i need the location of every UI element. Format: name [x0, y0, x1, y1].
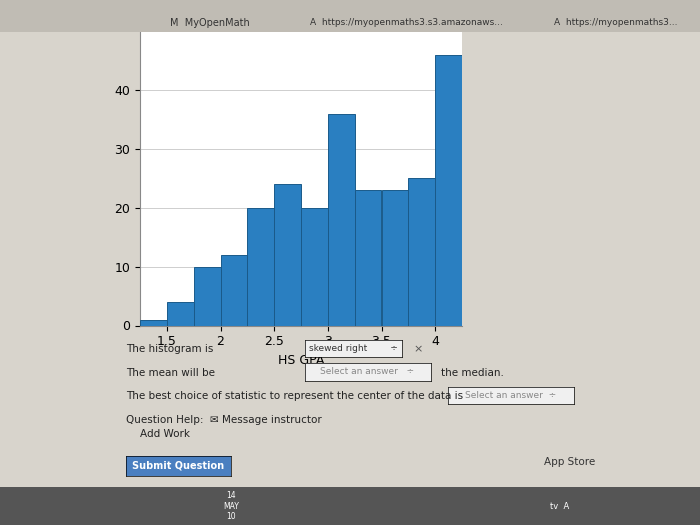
Bar [328, 114, 355, 326]
Bar [247, 208, 274, 326]
Text: tv  A: tv A [550, 501, 570, 511]
Text: A  https://myopenmaths3...: A https://myopenmaths3... [554, 18, 678, 27]
Bar [301, 208, 328, 326]
Text: Select an answer  ÷: Select an answer ÷ [466, 391, 556, 400]
Bar [194, 267, 220, 326]
Bar [167, 302, 194, 326]
Text: The histogram is: The histogram is [126, 344, 214, 354]
X-axis label: HS GPA: HS GPA [278, 354, 324, 367]
Bar [274, 184, 301, 326]
Text: A  https://myopenmaths3.s3.amazonaws...: A https://myopenmaths3.s3.amazonaws... [309, 18, 503, 27]
Text: The best choice of statistic to represent the center of the data is: The best choice of statistic to represen… [126, 391, 463, 401]
Text: App Store: App Store [544, 457, 595, 467]
Text: M  MyOpenMath: M MyOpenMath [170, 18, 250, 28]
Text: Question Help:  ✉ Message instructor: Question Help: ✉ Message instructor [126, 415, 322, 425]
Text: Submit Question: Submit Question [132, 460, 225, 471]
Bar [408, 178, 435, 326]
Bar [435, 55, 462, 326]
Text: skewed right        ÷: skewed right ÷ [309, 344, 398, 353]
Bar [220, 255, 247, 326]
Text: 14
MAY
10: 14 MAY 10 [223, 491, 239, 521]
Text: The mean will be: The mean will be [126, 368, 215, 377]
Text: ×: × [413, 344, 422, 354]
Text: Select an answer   ÷: Select an answer ÷ [321, 368, 414, 376]
Bar [355, 190, 382, 326]
Text: the median.: the median. [441, 368, 504, 377]
Bar [382, 190, 408, 326]
Bar [140, 320, 167, 325]
Text: Add Work: Add Work [140, 429, 190, 439]
